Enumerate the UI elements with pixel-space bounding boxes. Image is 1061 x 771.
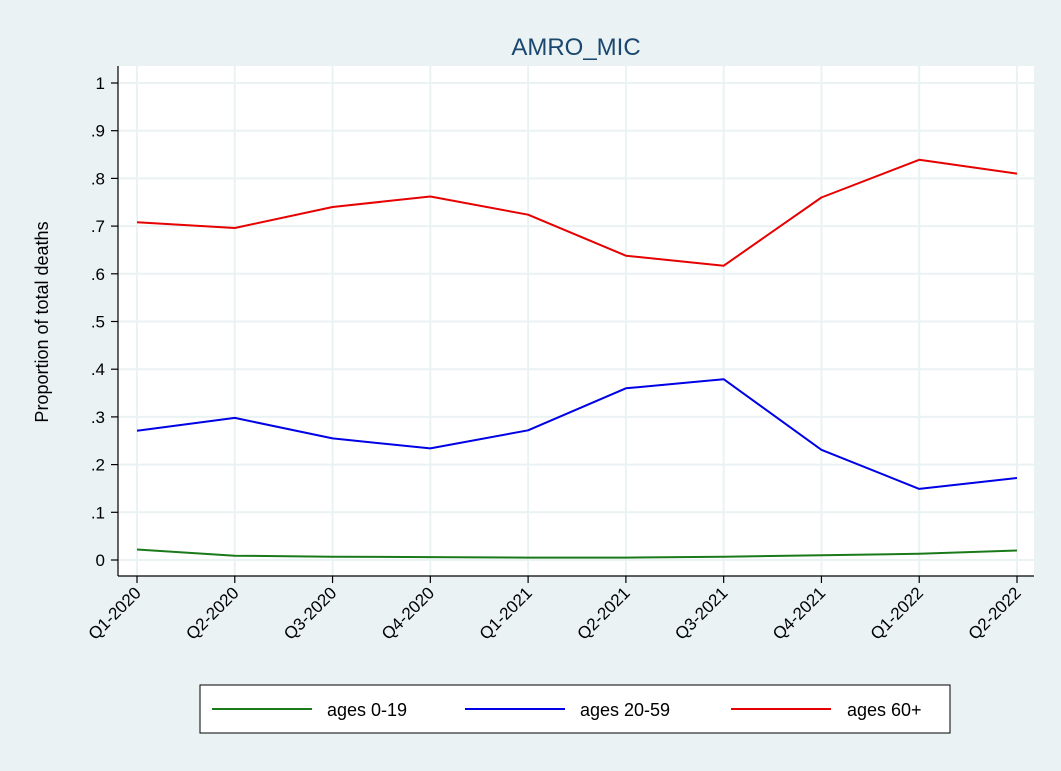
series-line-ages-60- xyxy=(136,158,1018,267)
series-line-ages-0-19 xyxy=(136,548,1018,559)
y-tick-label-2: .2 xyxy=(91,456,105,475)
grid-lines xyxy=(118,66,1034,576)
legend: ages 0-19 ages 20-59 ages 60+ xyxy=(212,700,922,720)
legend-label-ages-20-59: ages 20-59 xyxy=(580,700,670,720)
legend-label-ages-0-19: ages 0-19 xyxy=(327,700,407,720)
y-tick-label-4: .4 xyxy=(91,360,105,379)
y-tick-label-1: .1 xyxy=(91,503,105,522)
y-tick-label-10: 1 xyxy=(96,74,105,93)
chart-title: AMRO_MIC xyxy=(511,34,640,61)
y-axis-ticks: 0 .1 .2 .3 .4 .5 .6 .7 .8 .9 1 xyxy=(91,74,118,570)
series-lines xyxy=(136,158,1018,559)
legend-label-ages-60-: ages 60+ xyxy=(847,700,922,720)
y-axis-label: Proportion of total deaths xyxy=(32,221,52,422)
y-tick-label-8: .8 xyxy=(91,169,105,188)
y-tick-label-6: .6 xyxy=(91,265,105,284)
y-tick-label-0: 0 xyxy=(96,551,105,570)
y-tick-label-9: .9 xyxy=(91,122,105,141)
y-tick-label-3: .3 xyxy=(91,408,105,427)
legend-box xyxy=(199,684,951,734)
y-tick-label-5: .5 xyxy=(91,313,105,332)
series-line-ages-20-59 xyxy=(136,378,1018,490)
y-tick-label-7: .7 xyxy=(91,217,105,236)
